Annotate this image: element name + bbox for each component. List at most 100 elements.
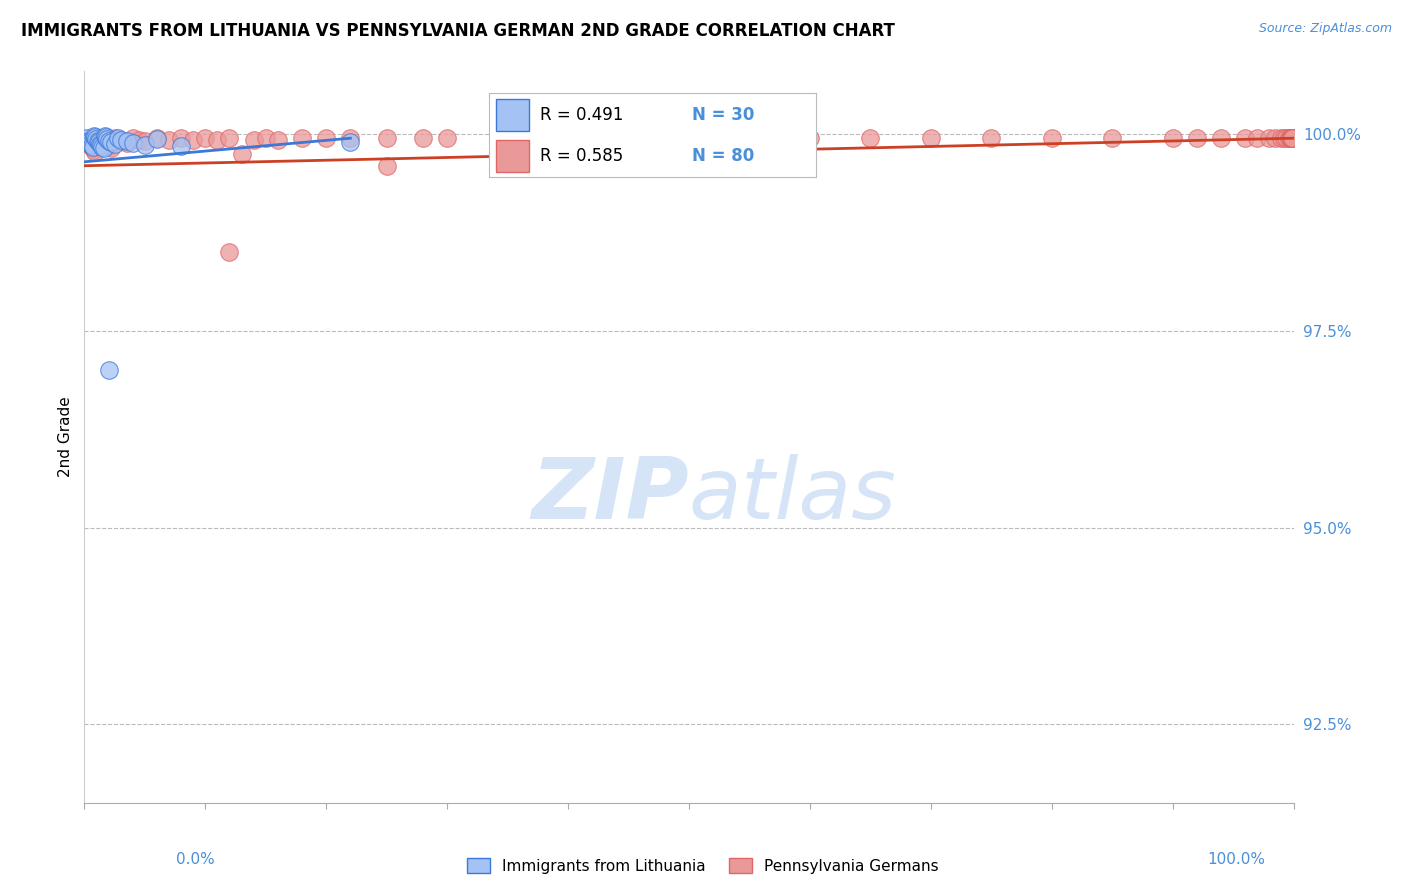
Point — [339, 135, 361, 149]
Point — [1281, 131, 1303, 145]
Point — [90, 134, 112, 148]
Point — [86, 134, 108, 148]
Point — [920, 131, 942, 145]
Point — [121, 131, 143, 145]
Point — [134, 134, 156, 148]
Point — [80, 140, 103, 154]
Point — [1281, 131, 1303, 145]
Point — [1281, 131, 1303, 145]
Point — [738, 131, 761, 145]
Point — [77, 136, 100, 151]
Text: 0.0%: 0.0% — [176, 852, 215, 867]
Point — [315, 131, 337, 145]
Point — [104, 136, 127, 151]
Point — [194, 131, 217, 145]
Point — [76, 131, 98, 145]
Point — [100, 135, 122, 149]
Point — [267, 133, 290, 147]
Text: IMMIGRANTS FROM LITHUANIA VS PENNSYLVANIA GERMAN 2ND GRADE CORRELATION CHART: IMMIGRANTS FROM LITHUANIA VS PENNSYLVANI… — [21, 22, 896, 40]
Point — [1278, 131, 1301, 145]
Point — [375, 159, 398, 173]
Point — [1281, 131, 1303, 145]
Point — [1272, 131, 1295, 145]
Point — [375, 131, 398, 145]
Point — [97, 134, 120, 148]
Point — [97, 139, 120, 153]
Point — [84, 130, 107, 145]
Point — [83, 143, 105, 157]
Point — [1281, 131, 1303, 145]
Point — [436, 131, 458, 145]
Point — [146, 131, 169, 145]
Point — [93, 136, 115, 150]
Legend: Immigrants from Lithuania, Pennsylvania Germans: Immigrants from Lithuania, Pennsylvania … — [461, 852, 945, 880]
Point — [1281, 131, 1303, 145]
Point — [86, 132, 108, 146]
Point — [79, 136, 101, 151]
Point — [83, 128, 105, 143]
Text: Source: ZipAtlas.com: Source: ZipAtlas.com — [1258, 22, 1392, 36]
Point — [107, 131, 129, 145]
Point — [1281, 131, 1303, 145]
Point — [617, 131, 640, 145]
Point — [218, 131, 240, 145]
Point — [134, 137, 156, 152]
Point — [1246, 131, 1268, 145]
Point — [339, 131, 361, 145]
Point — [115, 136, 138, 150]
Point — [107, 133, 129, 147]
Point — [980, 131, 1002, 145]
Point — [86, 131, 108, 145]
Point — [1270, 131, 1292, 145]
Text: atlas: atlas — [689, 454, 897, 537]
Point — [115, 134, 138, 148]
Point — [76, 134, 98, 148]
Point — [496, 131, 519, 145]
Point — [207, 133, 229, 147]
Point — [80, 138, 103, 153]
Point — [1281, 131, 1303, 145]
Point — [1264, 131, 1286, 145]
Point — [77, 134, 100, 148]
Point — [94, 128, 117, 143]
Point — [242, 133, 264, 147]
Point — [94, 130, 117, 145]
Point — [859, 131, 882, 145]
Point — [170, 139, 193, 153]
Point — [87, 135, 110, 149]
Point — [128, 133, 150, 147]
Point — [121, 136, 143, 150]
Point — [94, 137, 117, 152]
Point — [170, 131, 193, 145]
Point — [157, 133, 180, 147]
Point — [84, 145, 107, 159]
Point — [1281, 131, 1303, 145]
Point — [110, 134, 132, 148]
Point — [1040, 131, 1063, 145]
Point — [231, 147, 253, 161]
Point — [1281, 131, 1303, 145]
Point — [1161, 131, 1184, 145]
Point — [96, 132, 118, 146]
Point — [77, 135, 100, 149]
Point — [97, 363, 120, 377]
Point — [77, 135, 100, 149]
Point — [412, 131, 434, 145]
Point — [1275, 131, 1298, 145]
Point — [678, 131, 700, 145]
Point — [82, 141, 104, 155]
Point — [91, 140, 114, 154]
Point — [79, 138, 101, 153]
Point — [1258, 131, 1281, 145]
Text: ZIP: ZIP — [531, 454, 689, 537]
Point — [104, 131, 127, 145]
Point — [557, 143, 579, 157]
Point — [82, 140, 104, 154]
Point — [93, 141, 115, 155]
Y-axis label: 2nd Grade: 2nd Grade — [58, 397, 73, 477]
Point — [557, 131, 579, 145]
Text: 100.0%: 100.0% — [1208, 852, 1265, 867]
Point — [1281, 131, 1303, 145]
Point — [1209, 131, 1232, 145]
Point — [87, 133, 110, 147]
